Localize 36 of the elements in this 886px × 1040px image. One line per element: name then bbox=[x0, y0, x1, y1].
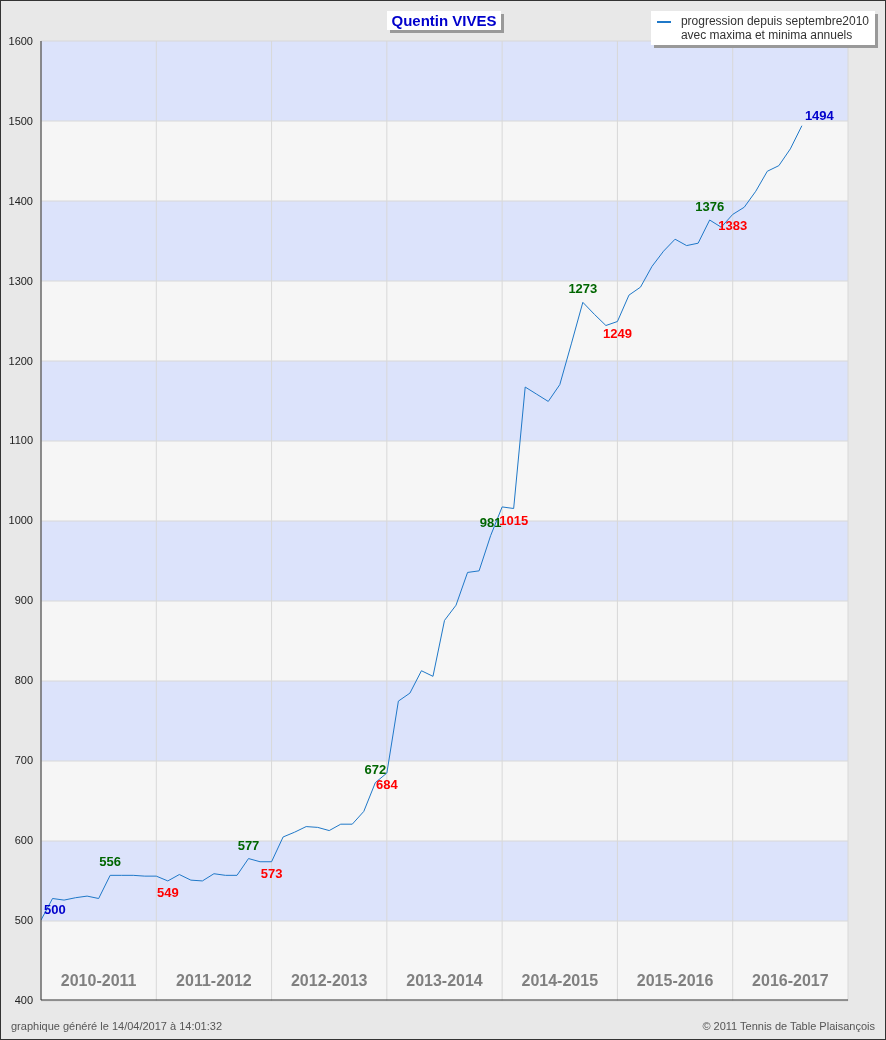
text: graphique généré le 14/04/2017 à 14:01:32 bbox=[11, 1020, 223, 1032]
y-tick-label: 1300 bbox=[8, 274, 33, 287]
y-tick-label: 1200 bbox=[8, 354, 33, 367]
data-label: 573 bbox=[260, 865, 283, 881]
y-tick-label: 1500 bbox=[8, 114, 33, 127]
y-tick-label: 900 bbox=[14, 594, 33, 607]
data-label: 1376 bbox=[695, 199, 725, 215]
x-tick-label: 2011-2012 bbox=[176, 972, 252, 989]
data-label: 684 bbox=[376, 777, 399, 793]
y-tick-label: 1400 bbox=[8, 194, 33, 207]
chart-title: Quentin VIVES bbox=[387, 11, 501, 30]
x-tick-label: 2014-2015 bbox=[521, 972, 599, 989]
data-label: 1249 bbox=[602, 325, 632, 341]
x-tick-label: 2010-2011 bbox=[60, 972, 137, 989]
data-label: 556 bbox=[99, 854, 122, 870]
y-tick-label: 400 bbox=[14, 993, 33, 1006]
y-tick-label: 800 bbox=[14, 674, 33, 687]
x-tick-label: 2013-2014 bbox=[406, 972, 483, 989]
y-tick-label: 500 bbox=[14, 913, 33, 926]
legend-label: progression depuis septembre2010 avec maxima et minima annuels bbox=[680, 14, 869, 42]
data-label: 672 bbox=[364, 761, 387, 777]
text: © 2011 Tennis de Table Plaisançois bbox=[702, 1020, 875, 1032]
y-tick-label: 1000 bbox=[8, 514, 33, 527]
y-tick-label: 700 bbox=[14, 754, 33, 767]
data-label: 1383 bbox=[718, 218, 748, 234]
data-label: 1494 bbox=[804, 107, 835, 123]
data-label: 577 bbox=[237, 837, 260, 853]
y-tick-label: 1100 bbox=[9, 434, 33, 447]
x-tick-label: 2015-2016 bbox=[636, 972, 714, 989]
y-tick-label: 1600 bbox=[8, 34, 33, 47]
y-tick-label: 600 bbox=[14, 834, 33, 847]
data-label: 500 bbox=[44, 902, 66, 918]
data-label: 1273 bbox=[568, 281, 598, 297]
data-label: 549 bbox=[156, 884, 179, 900]
x-tick-label: 2012-2013 bbox=[290, 972, 368, 989]
x-tick-label: 2016-2017 bbox=[752, 972, 829, 989]
